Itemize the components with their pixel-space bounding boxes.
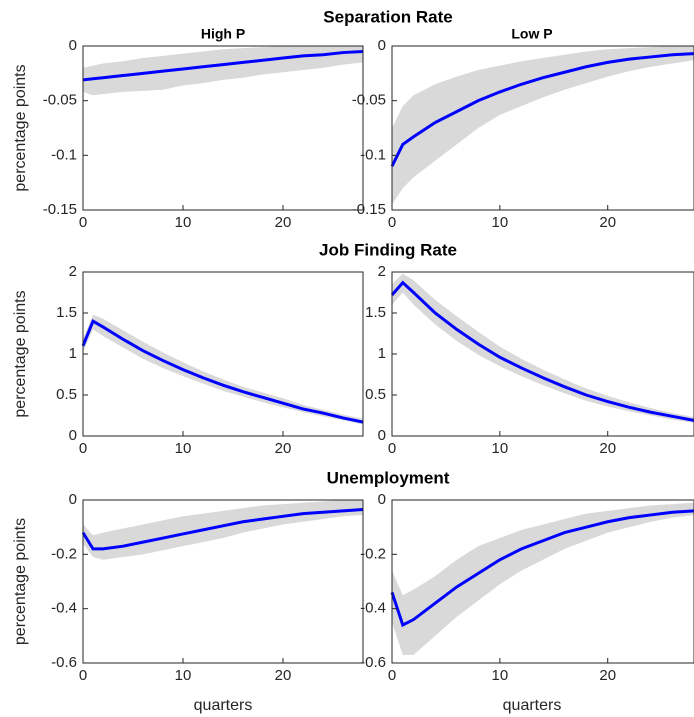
y-tick-label: 0 (69, 491, 77, 508)
y-axis-label: percentage points (12, 64, 29, 191)
x-tick-label: 10 (492, 440, 509, 457)
y-tick-label: -0.1 (51, 146, 77, 163)
x-tick-label: 10 (492, 214, 509, 231)
column-title: High P (201, 26, 245, 42)
y-tick-label: -0.15 (43, 201, 77, 218)
y-tick-label: -0.4 (51, 600, 77, 617)
x-tick-label: 0 (79, 214, 87, 231)
x-tick-label: 10 (175, 440, 192, 457)
line (81, 508, 364, 551)
axes-box (391, 499, 694, 664)
x-tick-label: 0 (388, 440, 396, 457)
y-tick-label: 1 (378, 345, 386, 362)
y-tick-label: -0.6 (360, 654, 386, 671)
confidence-band (392, 502, 694, 655)
y-tick-label: 0 (69, 37, 77, 54)
x-tick-label: 0 (388, 667, 396, 684)
confidence-band (83, 500, 363, 560)
y-tick-label: -0.4 (360, 600, 386, 617)
x-tick-label: 10 (175, 667, 192, 684)
x-tick-label: 20 (599, 214, 616, 231)
y-tick-label: 0 (378, 427, 386, 444)
x-tick-label: 0 (79, 667, 87, 684)
line (82, 49, 364, 82)
y-tick-label: 1 (69, 345, 77, 362)
line (390, 280, 694, 422)
line (390, 509, 694, 628)
x-tick-label: 10 (492, 667, 509, 684)
y-tick-label: 1.5 (365, 304, 386, 321)
x-tick-label: 20 (275, 214, 292, 231)
y-tick-label: -0.2 (51, 545, 77, 562)
x-tick-label: 20 (599, 440, 616, 457)
line (390, 52, 694, 167)
axes-box (82, 499, 364, 664)
y-tick-label: -0.05 (43, 92, 77, 109)
y-tick-label: -0.6 (51, 654, 77, 671)
y-axis-label: percentage points (12, 290, 29, 417)
confidence-band (392, 46, 694, 205)
y-tick-label: -0.05 (352, 92, 386, 109)
x-tick-label: 20 (275, 667, 292, 684)
y-tick-label: -0.15 (352, 201, 386, 218)
y-tick-label: 0.5 (365, 386, 386, 403)
y-tick-label: -0.1 (360, 146, 386, 163)
row-title: Unemployment (327, 468, 450, 487)
x-axis-label: quarters (503, 697, 562, 714)
x-tick-label: 20 (275, 440, 292, 457)
confidence-band (83, 314, 363, 425)
y-tick-label: 1.5 (56, 304, 77, 321)
y-tick-label: 0 (378, 37, 386, 54)
y-tick-label: 2 (69, 263, 77, 280)
y-tick-label: 0 (378, 491, 386, 508)
axes-box (82, 45, 364, 211)
y-axis-label: percentage points (12, 518, 29, 645)
axes-box (391, 45, 694, 211)
x-tick-label: 0 (79, 440, 87, 457)
line (81, 319, 364, 424)
y-tick-label: 2 (378, 263, 386, 280)
y-tick-label: 0 (69, 427, 77, 444)
column-title: Low P (511, 26, 552, 42)
confidence-band (392, 273, 694, 423)
x-tick-label: 20 (599, 667, 616, 684)
x-tick-label: 10 (175, 214, 192, 231)
row-title: Job Finding Rate (319, 240, 457, 259)
y-tick-label: 0.5 (56, 386, 77, 403)
x-axis-label: quarters (194, 697, 253, 714)
row-title: Separation Rate (323, 7, 452, 26)
y-tick-label: -0.2 (360, 545, 386, 562)
x-tick-label: 0 (388, 214, 396, 231)
